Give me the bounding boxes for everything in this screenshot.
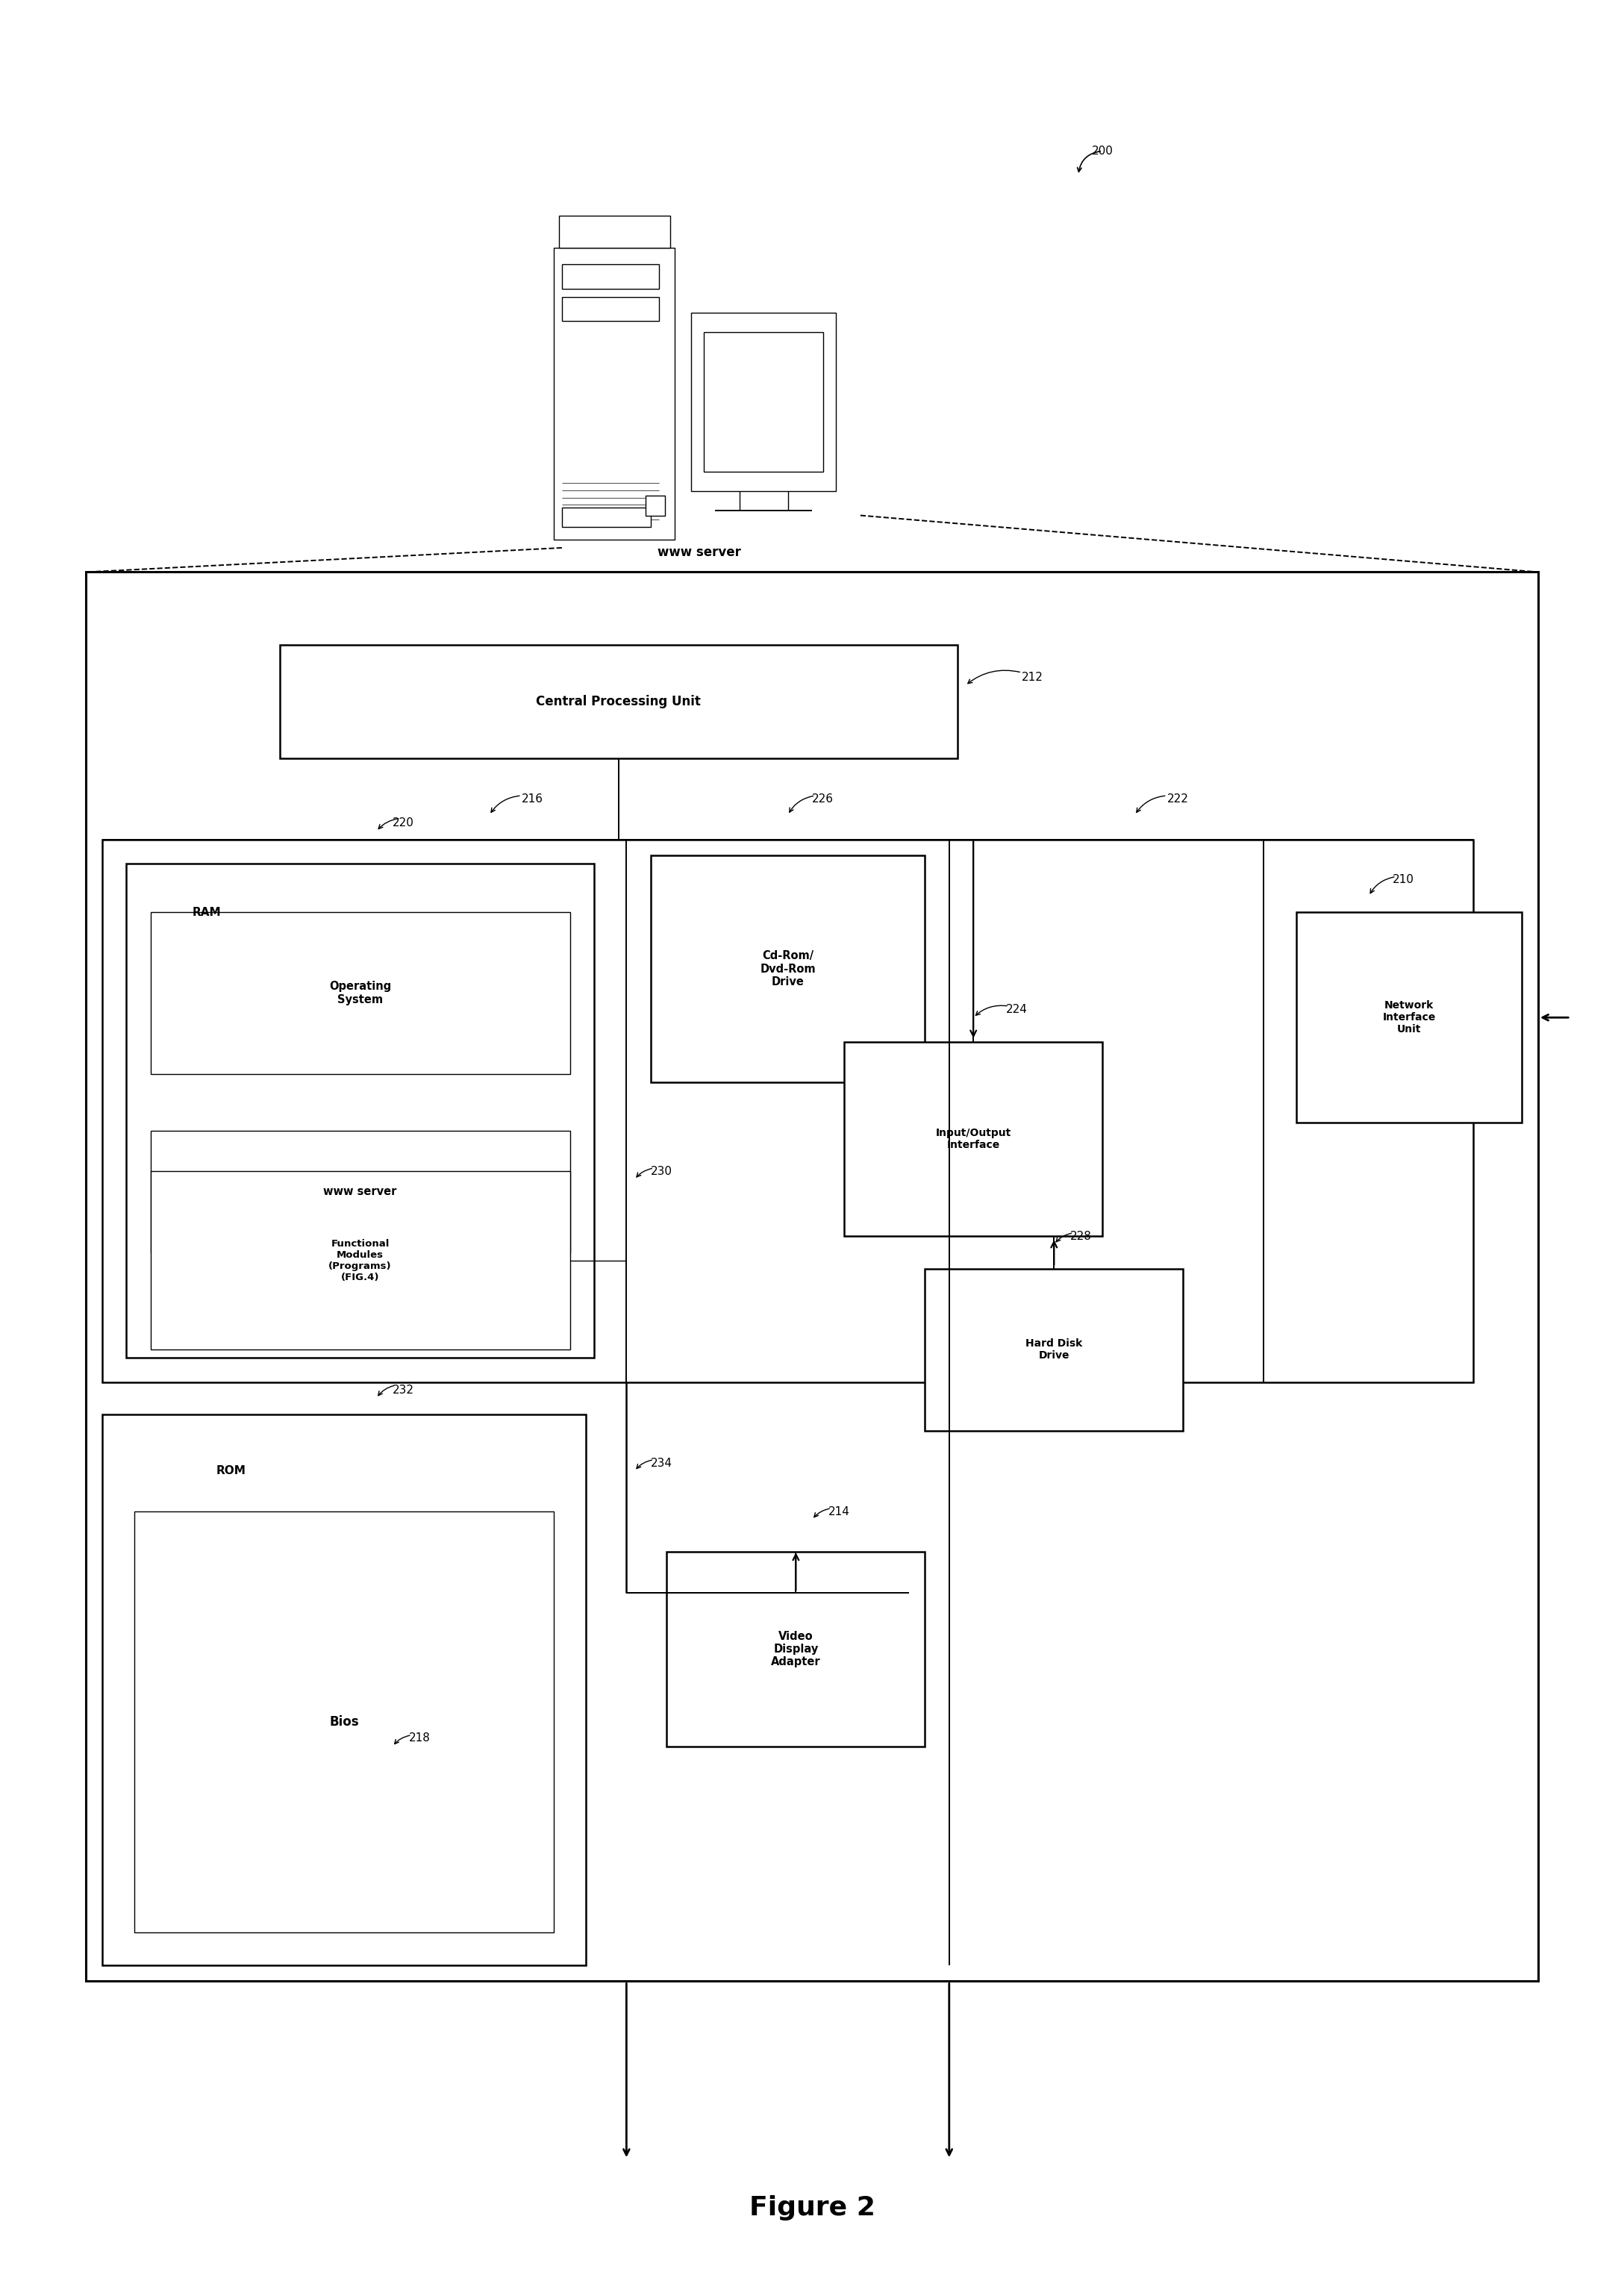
Bar: [559, 216, 671, 248]
Text: Figure 2: Figure 2: [749, 2196, 875, 2221]
Text: ROM: ROM: [216, 1465, 245, 1476]
Text: Video
Display
Adapter: Video Display Adapter: [771, 1631, 820, 1667]
Text: 210: 210: [1393, 875, 1415, 886]
Bar: [667, 1551, 926, 1747]
Bar: [135, 1513, 554, 1932]
Text: Bios: Bios: [330, 1715, 359, 1729]
Text: www server: www server: [658, 547, 741, 560]
Bar: [127, 863, 594, 1358]
Bar: [151, 1130, 570, 1253]
Bar: [646, 497, 666, 515]
Bar: [151, 1171, 570, 1349]
Bar: [703, 333, 823, 472]
Bar: [102, 1415, 586, 1966]
Bar: [554, 248, 676, 540]
Text: 226: 226: [812, 793, 833, 804]
Bar: [86, 572, 1538, 1982]
Text: Central Processing Unit: Central Processing Unit: [536, 695, 702, 708]
Bar: [844, 1041, 1103, 1237]
Text: 218: 218: [409, 1734, 430, 1745]
Text: Functional
Modules
(Programs)
(FIG.4): Functional Modules (Programs) (FIG.4): [328, 1239, 391, 1283]
Text: Operating
System: Operating System: [330, 982, 391, 1005]
Text: 224: 224: [1005, 1005, 1028, 1016]
Text: 234: 234: [651, 1458, 672, 1469]
Text: 220: 220: [393, 818, 414, 829]
Bar: [562, 264, 659, 289]
Bar: [690, 312, 836, 492]
Text: RAM: RAM: [193, 907, 221, 918]
Bar: [279, 645, 957, 759]
Text: 232: 232: [393, 1385, 414, 1396]
Bar: [151, 911, 570, 1075]
Bar: [1296, 911, 1522, 1123]
Text: 230: 230: [651, 1166, 672, 1178]
Text: 216: 216: [521, 793, 542, 804]
Text: 222: 222: [1168, 793, 1189, 804]
Text: www server: www server: [323, 1187, 396, 1198]
Text: Cd-Rom/
Dvd-Rom
Drive: Cd-Rom/ Dvd-Rom Drive: [760, 950, 815, 986]
Text: 214: 214: [828, 1506, 849, 1517]
Bar: [562, 296, 659, 321]
Text: 200: 200: [1091, 146, 1112, 157]
Bar: [562, 508, 651, 526]
Text: 228: 228: [1070, 1230, 1091, 1242]
Bar: [926, 1269, 1184, 1431]
Text: Network
Interface
Unit: Network Interface Unit: [1382, 1000, 1436, 1034]
Text: Hard Disk
Drive: Hard Disk Drive: [1026, 1337, 1083, 1360]
Text: 212: 212: [1021, 672, 1043, 683]
Bar: [651, 857, 926, 1082]
Bar: [102, 838, 1473, 1383]
Text: Input/Output
Interface: Input/Output Interface: [935, 1128, 1012, 1150]
